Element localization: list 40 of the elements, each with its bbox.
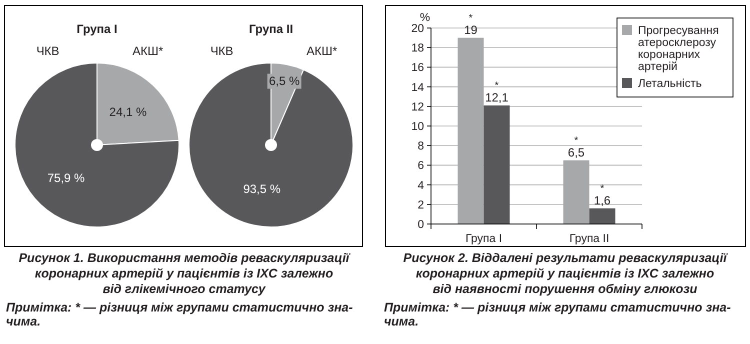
- text: Примітка: * — різниця між групами статистично зна- чима.: [6, 300, 353, 328]
- slice-label: ЧКВ: [36, 44, 60, 58]
- data-label: 19: [464, 22, 478, 37]
- annotation: *: [468, 12, 473, 24]
- y-tick-label: 2: [418, 199, 424, 212]
- y-tick-label: 0: [418, 219, 424, 231]
- annotation: *: [494, 80, 499, 92]
- y-tick-label: 4: [418, 180, 425, 192]
- data-label: 93,5 %: [243, 182, 281, 196]
- data-label: 1,6: [594, 193, 611, 208]
- y-axis-title: %: [420, 12, 430, 24]
- y-tick-label: 12: [411, 101, 424, 114]
- y-tick-label: 8: [418, 140, 424, 153]
- bar: [589, 208, 616, 224]
- slice-label: ЧКВ: [210, 44, 234, 58]
- data-label: 75,9 %: [47, 170, 86, 185]
- y-tick-label: 18: [411, 42, 424, 55]
- annotation: *: [600, 183, 604, 194]
- chart-title: Група II: [248, 22, 294, 36]
- y-tick-label: 6: [418, 160, 424, 172]
- data-label: 6,5 %: [268, 74, 300, 88]
- legend-label: Прогресування атеросклерозу коронарних артерій: [638, 25, 719, 73]
- text: Рисунок 2. Віддалені результати реваскуляризації коронарних артерій у пацієнтів із ІХС залежно від наявності порушення обміну глюкози: [403, 251, 728, 296]
- text: Рисунок 1. Використання методів реваскуляризації коронарних артерій у пацієнтів із ІХС залежно від глікемічного статусу: [18, 251, 351, 296]
- slice-label: АКШ*: [132, 44, 164, 58]
- slice-label: АКШ*: [306, 44, 338, 58]
- y-tick-label: 14: [411, 82, 425, 94]
- annotation: *: [574, 135, 578, 146]
- pie-slice: [188, 62, 354, 228]
- bar: [484, 105, 510, 224]
- text: Примітка: * — різниця між групами статистично зна- чима.: [384, 300, 731, 328]
- data-label: 24,1 %: [109, 105, 147, 120]
- data-label: 6,5: [568, 145, 585, 160]
- data-label: 12,1: [485, 90, 509, 104]
- legend-label: Летальність: [638, 78, 702, 90]
- pie-slice: [14, 62, 180, 228]
- y-tick-label: 10: [411, 121, 424, 133]
- y-tick-label: 20: [411, 23, 424, 35]
- y-tick-label: 16: [411, 62, 424, 74]
- chart-title: Група I: [76, 22, 118, 36]
